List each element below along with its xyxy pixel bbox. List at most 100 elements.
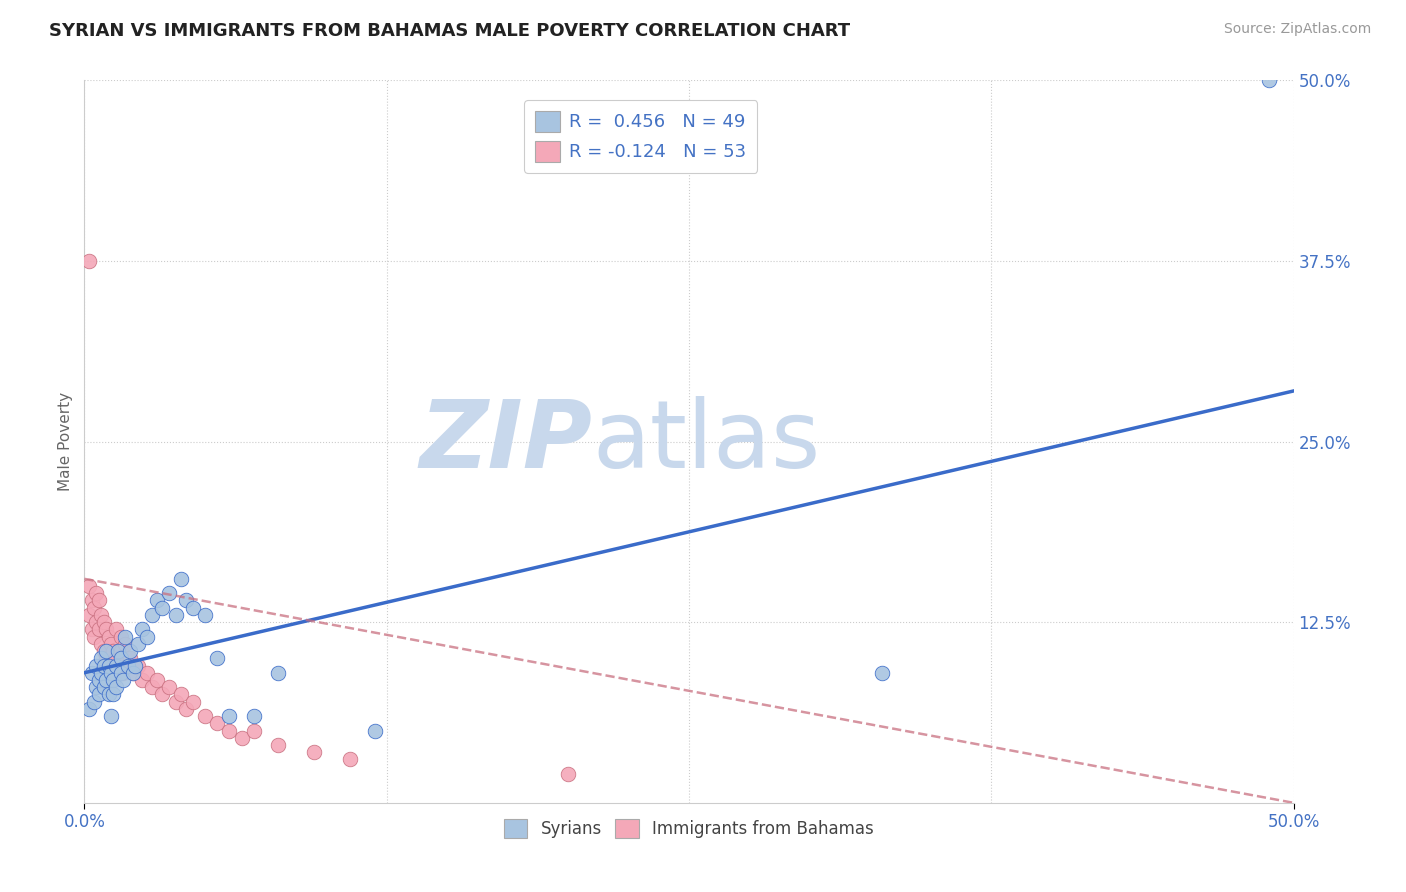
Point [110,665,132,680]
Point [218,723,240,738]
Point [117,658,139,673]
Point [207,716,229,731]
Point [100,665,122,680]
Point [77,702,100,716]
Point [363,723,385,738]
Point [150,600,173,615]
Point [104,658,127,673]
Legend: Syrians, Immigrants from Bahamas: Syrians, Immigrants from Bahamas [498,813,880,845]
Point [146,593,169,607]
Point [107,658,129,673]
Point [127,637,149,651]
Point [97,658,120,673]
Point [114,630,136,644]
Point [124,658,146,673]
Point [131,623,153,637]
Point [94,651,117,665]
Point [90,651,112,665]
Point [77,253,100,268]
Point [97,687,120,701]
Point [77,579,100,593]
Point [157,680,180,694]
Point [141,607,163,622]
Text: ZIP: ZIP [419,395,592,488]
Point [93,658,115,673]
Point [112,665,135,680]
Point [136,665,159,680]
Point [87,593,110,607]
Point [181,695,204,709]
Point [120,644,142,658]
Point [194,709,217,723]
Point [181,600,204,615]
Point [86,658,108,673]
Point [100,665,122,680]
Point [80,623,103,637]
Point [104,623,127,637]
Point [121,665,143,680]
Point [93,644,115,658]
Point [339,752,361,766]
Point [94,673,117,687]
Text: SYRIAN VS IMMIGRANTS FROM BAHAMAS MALE POVERTY CORRELATION CHART: SYRIAN VS IMMIGRANTS FROM BAHAMAS MALE P… [49,22,851,40]
Point [302,745,325,759]
Point [103,644,125,658]
Point [557,767,579,781]
Point [94,644,117,658]
Point [110,644,132,658]
Point [117,658,139,673]
Point [242,709,264,723]
Text: atlas: atlas [592,395,821,488]
Point [97,630,120,644]
Point [165,607,187,622]
Point [242,723,264,738]
Point [1258,73,1281,87]
Point [150,687,173,701]
Point [194,607,217,622]
Text: Source: ZipAtlas.com: Source: ZipAtlas.com [1223,22,1371,37]
Point [157,586,180,600]
Point [86,680,108,694]
Point [112,673,135,687]
Point [120,651,142,665]
Point [83,600,105,615]
Point [83,695,105,709]
Point [87,687,110,701]
Point [110,630,132,644]
Y-axis label: Male Poverty: Male Poverty [58,392,73,491]
Point [103,673,125,687]
Point [83,630,105,644]
Point [86,615,108,630]
Point [90,665,112,680]
Point [80,665,103,680]
Point [174,593,197,607]
Point [87,623,110,637]
Point [170,687,193,701]
Point [146,673,169,687]
Point [218,709,240,723]
Point [141,680,163,694]
Point [87,673,110,687]
Point [90,607,112,622]
Point [104,680,127,694]
Point [267,738,290,752]
Point [104,651,127,665]
Point [121,665,143,680]
Point [207,651,229,665]
Point [131,673,153,687]
Point [94,623,117,637]
Point [267,665,290,680]
Point [103,673,125,687]
Point [231,731,253,745]
Point [86,586,108,600]
Point [165,695,187,709]
Point [110,651,132,665]
Point [872,665,894,680]
Point [114,637,136,651]
Point [127,658,149,673]
Point [100,637,122,651]
Point [90,637,112,651]
Point [107,644,129,658]
Point [170,572,193,586]
Point [77,607,100,622]
